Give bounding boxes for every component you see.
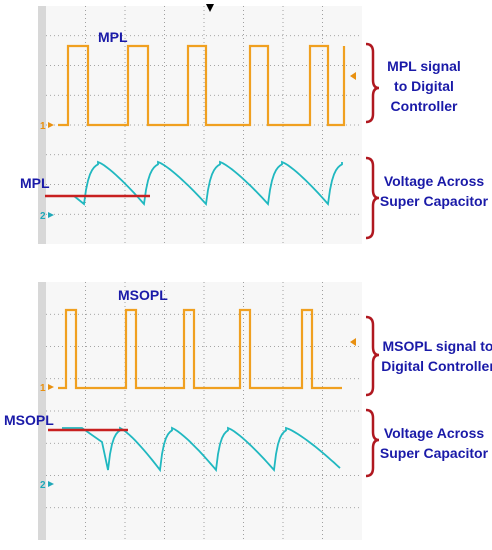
ch2-marker: 2: [40, 211, 46, 222]
pointer-label: MPL: [20, 175, 50, 191]
scope-grid: [46, 282, 362, 540]
trigger-level-icon: [350, 72, 356, 80]
scope-left-bezel: [38, 6, 46, 244]
trigger-level-icon: [350, 338, 356, 346]
ch1-marker: 1: [40, 383, 46, 394]
ch2-marker-icon: [48, 481, 54, 487]
signal-title: MPL: [98, 29, 128, 45]
callout-top-line-1: MPL signal: [387, 58, 461, 74]
scope-screen: [38, 282, 362, 540]
pulse-waveform: [58, 308, 342, 390]
ch1-marker-icon: [48, 384, 54, 390]
bracket-icon: [365, 315, 380, 397]
panel-msopl: 1 2 MSOPL MSOPL MSOPL signal to Digital …: [4, 282, 492, 540]
signal-title: MSOPL: [118, 287, 168, 303]
ch1-marker-icon: [48, 122, 54, 128]
pointer-label: MSOPL: [4, 412, 54, 428]
callout-top-line-2: to Digital: [394, 78, 454, 94]
trigger-marker-icon: [206, 4, 214, 12]
bracket-icon: [365, 42, 380, 124]
callout-bottom-line-2: Super Capacitor: [380, 445, 489, 461]
callout-bottom-line-1: Voltage Across: [384, 173, 485, 189]
capacitor-voltage-waveform: [73, 160, 343, 207]
pulse-waveform: [58, 44, 346, 127]
bracket-icon: [365, 408, 380, 478]
bracket-icon: [365, 156, 380, 240]
ch2-marker-icon: [48, 212, 54, 218]
panel-mpl: 1 2 MPL MPL MPL signal to Digital Contro…: [20, 4, 489, 244]
callout-bottom-line-1: Voltage Across: [384, 425, 485, 441]
ch1-marker: 1: [40, 121, 46, 132]
scope-left-bezel: [38, 282, 46, 540]
callout-top-line-1: MSOPL signal to: [383, 338, 492, 354]
callout-bottom-line-2: Super Capacitor: [380, 193, 489, 209]
callout-top-line-2: Digital Controller: [381, 358, 492, 374]
ch2-marker: 2: [40, 480, 46, 491]
capacitor-voltage-waveform: [62, 426, 341, 473]
callout-top-line-3: Controller: [391, 98, 458, 114]
